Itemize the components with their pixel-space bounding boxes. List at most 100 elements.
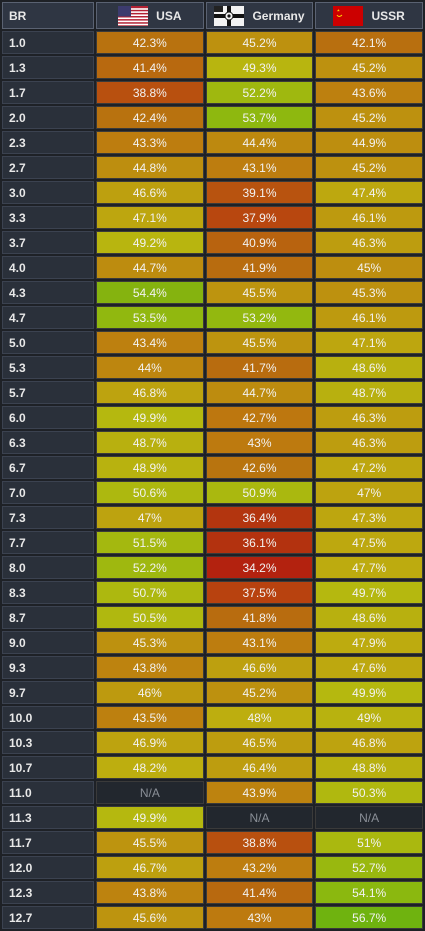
br-cell: 9.3 [2,656,94,679]
table-row: 5.0 43.4% 45.5% 47.1% [2,331,423,354]
ussr-winrate-cell: 47.3% [315,506,423,529]
ussr-winrate-cell: 45.2% [315,156,423,179]
ussr-winrate-cell: 45.2% [315,106,423,129]
germany-winrate-cell: 44.7% [205,381,314,404]
germany-winrate-cell: 43.9% [205,781,314,804]
usa-winrate-cell: 43.4% [96,331,204,354]
ussr-header: USSR [315,2,423,29]
table-row: 2.7 44.8% 43.1% 45.2% [2,156,423,179]
germany-winrate-cell: 45.2% [205,681,314,704]
ussr-winrate-cell: 47.1% [315,331,423,354]
table-row: 1.3 41.4% 49.3% 45.2% [2,56,423,79]
br-cell: 1.7 [2,81,94,104]
br-cell: 4.3 [2,281,94,304]
ussr-winrate-cell: 48.6% [315,356,423,379]
br-cell: 5.3 [2,356,94,379]
ussr-winrate-cell: 46.3% [315,406,423,429]
ussr-winrate-cell: 50.3% [315,781,423,804]
germany-winrate-cell: 45.2% [205,31,314,54]
usa-winrate-cell: 48.2% [96,756,204,779]
table-row: 7.3 47% 36.4% 47.3% [2,506,423,529]
usa-winrate-cell: 46.7% [96,856,204,879]
ussr-winrate-cell: 46.1% [315,206,423,229]
br-cell: 3.7 [2,231,94,254]
br-cell: 10.7 [2,756,94,779]
br-cell: 9.7 [2,681,94,704]
usa-winrate-cell: 52.2% [96,556,204,579]
germany-winrate-cell: 43% [205,431,314,454]
table-row: 9.0 45.3% 43.1% 47.9% [2,631,423,654]
table-row: 10.0 43.5% 48% 49% [2,706,423,729]
ussr-winrate-cell: 45.3% [315,281,423,304]
usa-winrate-cell: 45.3% [96,631,204,654]
germany-winrate-cell: 43.1% [205,631,314,654]
usa-header: USA [96,2,204,29]
ussr-winrate-cell: 52.7% [315,856,423,879]
table-row: 3.3 47.1% 37.9% 46.1% [2,206,423,229]
table-row: 12.3 43.8% 41.4% 54.1% [2,881,423,904]
germany-winrate-cell: 34.2% [205,556,314,579]
table-row: 8.7 50.5% 41.8% 48.6% [2,606,423,629]
usa-winrate-cell: 49.9% [96,406,204,429]
ussr-label: USSR [371,8,405,23]
germany-winrate-cell: 50.9% [205,481,314,504]
br-cell: 6.7 [2,456,94,479]
br-cell: 11.7 [2,831,94,854]
germany-winrate-cell: 41.8% [205,606,314,629]
germany-winrate-cell: 36.4% [205,506,314,529]
br-cell: 1.0 [2,31,94,54]
ussr-winrate-cell: 46.3% [315,431,423,454]
br-cell: 6.0 [2,406,94,429]
ussr-winrate-cell: 47.2% [315,456,423,479]
germany-winrate-cell: 45.5% [205,331,314,354]
ussr-winrate-cell: 45.2% [315,56,423,79]
ussr-winrate-cell: 47.4% [315,181,423,204]
table-row: 5.7 46.8% 44.7% 48.7% [2,381,423,404]
ussr-winrate-cell: 48.6% [315,606,423,629]
usa-winrate-cell: 38.8% [96,81,204,104]
usa-winrate-cell: 50.5% [96,606,204,629]
table-row: 4.3 54.4% 45.5% 45.3% [2,281,423,304]
table-row: 7.7 51.5% 36.1% 47.5% [2,531,423,554]
table-row: 10.3 46.9% 46.5% 46.8% [2,731,423,754]
germany-winrate-cell: 37.5% [205,581,314,604]
br-cell: 5.7 [2,381,94,404]
usa-winrate-cell: 45.6% [96,906,204,929]
germany-winrate-cell: 39.1% [205,181,314,204]
table-row: 7.0 50.6% 50.9% 47% [2,481,423,504]
br-cell: 11.3 [2,806,94,829]
table-row: 4.7 53.5% 53.2% 46.1% [2,306,423,329]
germany-winrate-cell: 42.7% [205,406,314,429]
table-row: 2.0 42.4% 53.7% 45.2% [2,106,423,129]
usa-winrate-cell: 47% [96,506,204,529]
ussr-winrate-cell: 47.5% [315,531,423,554]
table-row: 6.3 48.7% 43% 46.3% [2,431,423,454]
usa-winrate-cell: 49.9% [96,806,204,829]
germany-winrate-cell: 46.4% [205,756,314,779]
ussr-winrate-cell: 46.8% [315,731,423,754]
ussr-winrate-cell: 47.9% [315,631,423,654]
table-row: 6.0 49.9% 42.7% 46.3% [2,406,423,429]
ussr-winrate-cell: 48.7% [315,381,423,404]
germany-winrate-cell: 40.9% [205,231,314,254]
usa-flag-icon [118,5,149,26]
germany-winrate-cell: 43.2% [205,856,314,879]
usa-winrate-cell: 44% [96,356,204,379]
br-cell: 12.0 [2,856,94,879]
germany-winrate-cell: 43% [205,906,314,929]
br-cell: 4.7 [2,306,94,329]
usa-winrate-cell: 48.7% [96,431,204,454]
table-row: 9.3 43.8% 46.6% 47.6% [2,656,423,679]
br-cell: 10.0 [2,706,94,729]
br-cell: 8.0 [2,556,94,579]
usa-winrate-cell: 46.6% [96,181,204,204]
br-cell: 7.3 [2,506,94,529]
germany-winrate-cell: N/A [205,806,314,829]
germany-winrate-cell: 46.6% [205,656,314,679]
usa-winrate-cell: 41.4% [96,56,204,79]
br-cell: 5.0 [2,331,94,354]
table-row: 8.0 52.2% 34.2% 47.7% [2,556,423,579]
usa-winrate-cell: 46.8% [96,381,204,404]
usa-winrate-cell: 44.8% [96,156,204,179]
table-row: 6.7 48.9% 42.6% 47.2% [2,456,423,479]
